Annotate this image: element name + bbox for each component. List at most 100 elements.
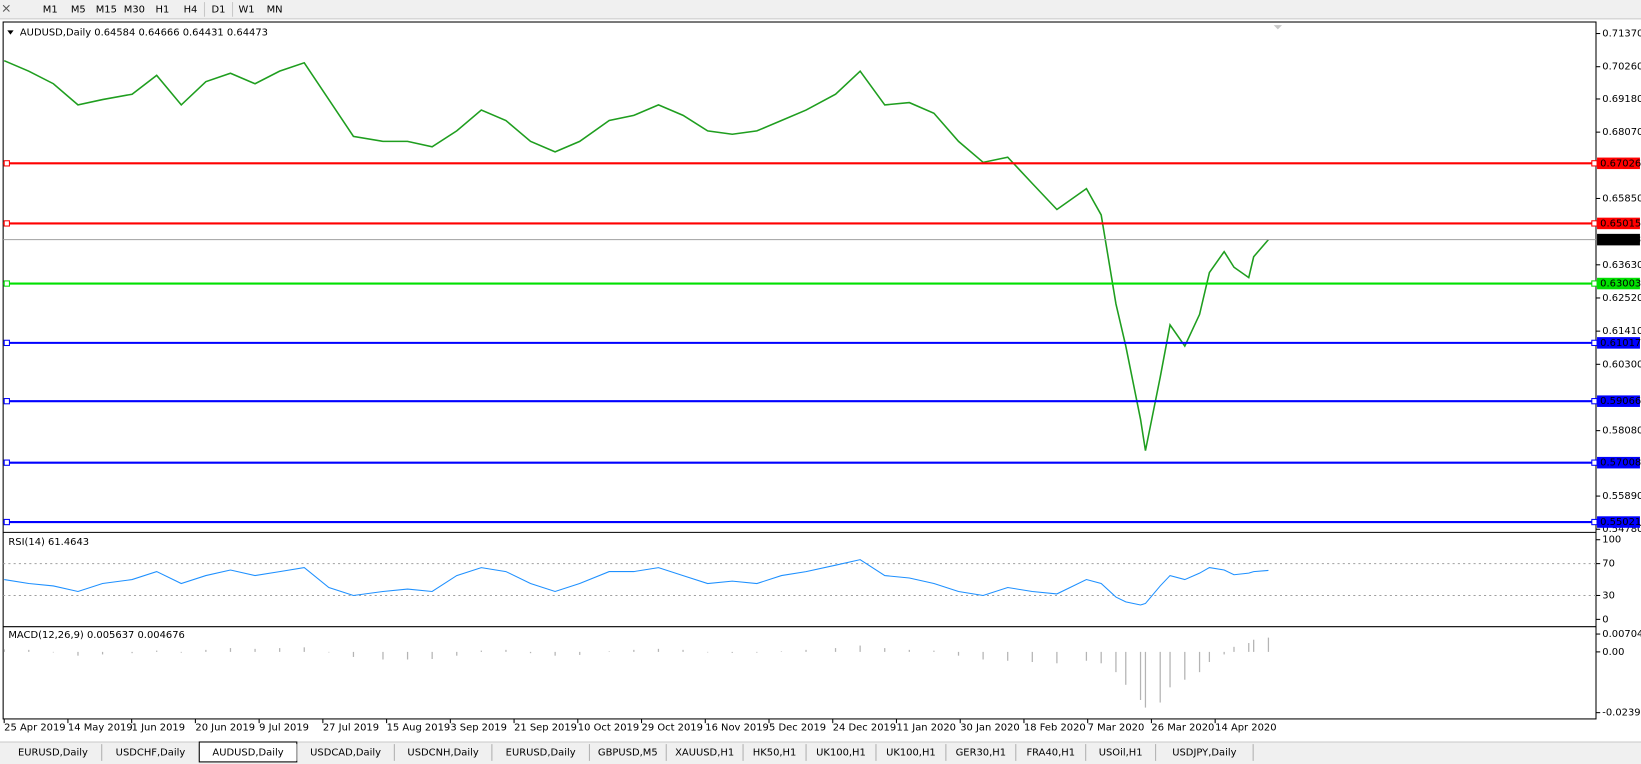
level-label: 0.63003 (1600, 279, 1641, 290)
level-handle[interactable] (3, 220, 10, 227)
macd-bar (1007, 651, 1009, 661)
macd-bar (1253, 639, 1255, 652)
level-handle[interactable] (3, 280, 10, 287)
timeframe-button[interactable]: M30 (124, 4, 145, 15)
level-handle[interactable] (1591, 160, 1598, 167)
level-handle[interactable] (3, 160, 10, 167)
level-handle[interactable] (3, 459, 10, 466)
header-arrow[interactable] (7, 30, 14, 35)
macd-bar (505, 649, 507, 652)
level-handle[interactable] (1591, 339, 1598, 347)
y-tick-label: 0.007048 (1602, 629, 1641, 640)
level-label-box (1597, 277, 1640, 290)
macd-bar (682, 649, 684, 652)
macd-bar (101, 651, 104, 655)
macd-bar (3, 649, 5, 652)
tab[interactable]: GER30,H1 (956, 747, 1006, 758)
y-tick-label: 0.58080 (1602, 426, 1641, 437)
tab[interactable]: FRA40,H1 (1026, 747, 1075, 758)
level-handle[interactable] (1591, 518, 1598, 526)
x-tick-label: 14 May 2019 (68, 722, 133, 733)
level-label-box (1597, 516, 1640, 528)
x-tick-label: 14 Apr 2020 (1215, 722, 1276, 733)
timeframe-button[interactable]: M1 (43, 4, 58, 15)
y-tick-label: 0.71370 (1602, 29, 1641, 40)
current-price-box (1597, 233, 1640, 246)
timeframe-button[interactable]: M15 (96, 4, 117, 15)
tab[interactable]: USDCNH,Daily (407, 747, 478, 758)
macd-bar (579, 651, 581, 655)
y-tick-label: -0.023998 (1602, 708, 1641, 719)
level-label: 0.57008 (1600, 458, 1641, 469)
tab[interactable]: USOil,H1 (1099, 747, 1143, 758)
level-handle[interactable] (1591, 398, 1598, 405)
macd-bar (1223, 651, 1225, 655)
tab[interactable]: HK50,H1 (753, 747, 797, 758)
macd-bar (28, 649, 30, 652)
timeframe-button[interactable]: M5 (71, 4, 86, 15)
tab[interactable]: UK100,H1 (886, 747, 936, 758)
tab[interactable]: XAUUSD,H1 (675, 747, 734, 758)
macd-bar (884, 648, 886, 652)
tab[interactable]: UK100,H1 (816, 747, 866, 758)
macd-bar (707, 651, 709, 653)
x-tick-label: 18 Feb 2020 (1024, 722, 1086, 733)
tab[interactable]: AUDUSD,Daily (212, 747, 283, 758)
x-tick-label: 10 Oct 2019 (578, 722, 639, 733)
tab[interactable]: USDCAD,Daily (310, 747, 381, 758)
y-tick-label: 0.61410 (1602, 326, 1641, 337)
level-handle[interactable] (1591, 280, 1598, 287)
timeframe-button[interactable]: H1 (156, 4, 170, 15)
shift-marker (1273, 25, 1283, 30)
x-tick-label: 27 Jul 2019 (323, 722, 379, 733)
macd-bar (456, 651, 458, 656)
y-tick-label: 0.54780 (1602, 524, 1641, 535)
tab[interactable]: EURUSD,Daily (18, 747, 88, 758)
macd-bar (834, 648, 837, 652)
timeframe-button[interactable]: H4 (184, 4, 198, 15)
toolbar-icon[interactable] (2, 4, 10, 12)
y-tick-label: 100 (1602, 535, 1621, 546)
level-handle[interactable] (1591, 220, 1598, 227)
macd-bar (352, 651, 355, 657)
y-tick-label: 0.00 (1602, 647, 1624, 658)
macd-bar (1125, 651, 1127, 685)
macd-bar (1115, 651, 1117, 673)
timeframe-button[interactable]: MN (267, 4, 283, 15)
level-handle[interactable] (1591, 459, 1598, 466)
tab[interactable]: USDJPY,Daily (1172, 747, 1236, 758)
macd-bar (731, 651, 733, 653)
tab[interactable]: USDCHF,Daily (116, 747, 186, 758)
macd-bar (756, 651, 758, 653)
macd-bar (1139, 651, 1142, 700)
x-tick-label: 11 Jan 2020 (896, 722, 956, 733)
level-handle[interactable] (3, 339, 10, 347)
level-label: 0.55021 (1600, 517, 1641, 528)
timeframe-button[interactable]: D1 (212, 4, 226, 15)
macd-bar (1198, 651, 1201, 673)
pane-title: MACD(12,26,9) 0.005637 0.004676 (8, 630, 185, 641)
macd-bar (382, 651, 384, 660)
macd-bar (328, 651, 330, 653)
level-handle[interactable] (3, 398, 10, 405)
macd-bar (1248, 643, 1250, 652)
y-tick-label: 0.62520 (1602, 293, 1641, 304)
y-tick-label: 0.55890 (1602, 491, 1641, 502)
pane-title: RSI(14) 61.4643 (8, 537, 89, 548)
level-handle[interactable] (3, 518, 10, 526)
x-tick-label: 3 Sep 2019 (450, 722, 507, 733)
y-tick-label: 0.60300 (1602, 359, 1641, 370)
macd-bar (933, 650, 935, 652)
level-label: 0.65015 (1600, 218, 1641, 229)
macd-bar (554, 651, 556, 656)
tab[interactable]: EURUSD,Daily (506, 747, 576, 758)
pane-title: AUDUSD,Daily 0.64584 0.64666 0.64431 0.6… (20, 27, 268, 38)
tab[interactable]: GBPUSD,M5 (598, 747, 658, 758)
macd-bar (1031, 651, 1033, 663)
x-tick-label: 16 Nov 2019 (705, 722, 769, 733)
timeframe-button[interactable]: W1 (238, 4, 254, 15)
macd-bar (480, 650, 482, 652)
y-tick-label: 0.65850 (1602, 193, 1641, 204)
macd-bar (431, 651, 433, 659)
